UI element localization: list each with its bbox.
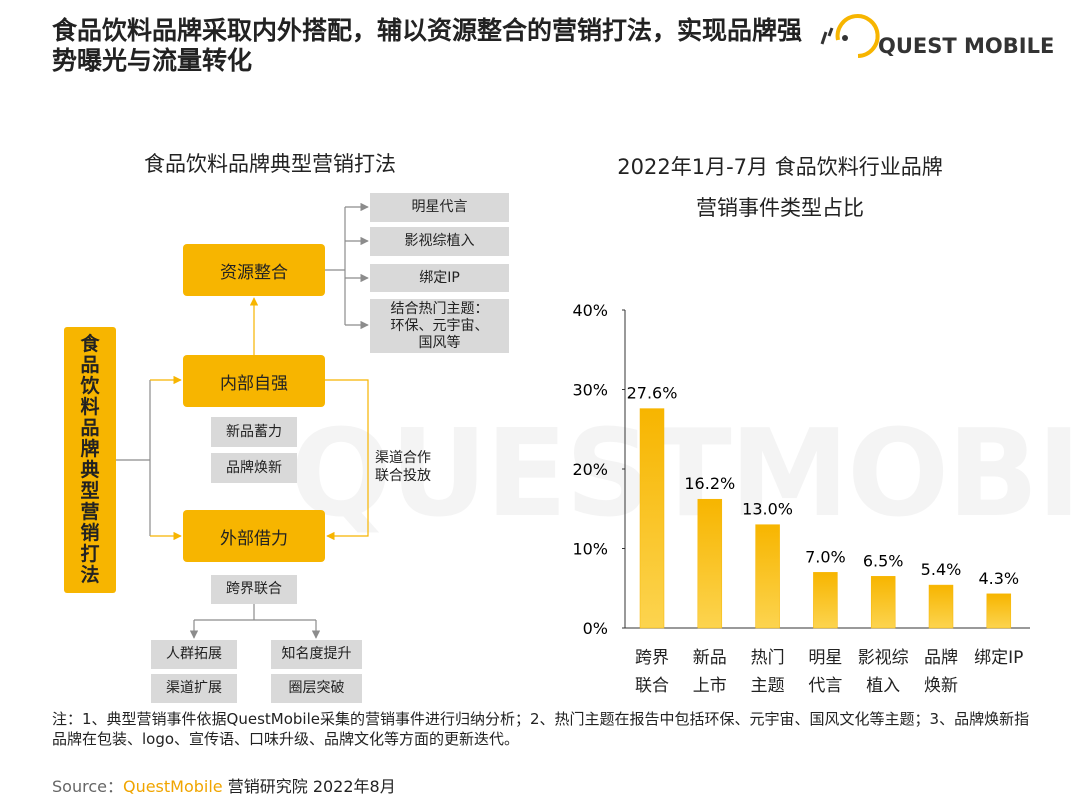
x-tick-label: 明星 代言	[808, 648, 843, 696]
source-prefix: Source：	[52, 777, 123, 796]
diagram-title: 食品饮料品牌典型营销打法	[144, 152, 396, 176]
external-box: 外部借力	[183, 510, 325, 562]
value-label: 5.4%	[921, 560, 962, 579]
value-label: 16.2%	[684, 474, 735, 493]
connectors	[116, 202, 369, 639]
logo-icon	[820, 14, 880, 58]
bar	[639, 408, 665, 629]
item-box: 结合热门主题： 环保、元宇宙、 国风等	[370, 299, 509, 353]
value-label: 13.0%	[742, 500, 793, 519]
outcome-box: 人群拓展	[151, 640, 237, 669]
side-note: 渠道合作 联合投放	[375, 450, 431, 484]
chart-title: 2022年1月-7月 食品饮料行业品牌 营销事件类型占比	[617, 155, 943, 220]
x-tick-label: 绑定IP	[974, 648, 1024, 668]
y-tick-label: 0%	[583, 619, 608, 638]
item-box: 明星代言	[370, 193, 509, 222]
logo-text: QUEST MOBILE	[878, 34, 1055, 58]
source-brand: QuestMobile	[122, 777, 223, 796]
internal-box: 内部自强	[183, 355, 325, 407]
root-box: 食品饮料品牌典型营销打法	[64, 327, 116, 593]
bar	[813, 572, 838, 629]
page-title: 食品饮料品牌采取内外搭配，辅以资源整合的营销打法，实现品牌强势曝光与流量转化	[52, 16, 803, 75]
item-box: 影视综植入	[370, 227, 509, 256]
source: Source：QuestMobile 营销研究院 2022年8月	[52, 773, 396, 797]
resource-box: 资源整合	[183, 244, 325, 296]
value-label: 7.0%	[805, 547, 846, 566]
bar	[870, 576, 896, 629]
x-tick-label: 品牌 焕新	[924, 648, 958, 696]
x-tick-label: 新品 上市	[692, 648, 727, 696]
source-suffix: 营销研究院 2022年8月	[222, 777, 396, 796]
x-tick-label: 热门 主题	[750, 648, 785, 696]
item-box: 绑定IP	[370, 264, 509, 292]
value-label: 6.5%	[863, 551, 904, 570]
outcome-box: 圈层突破	[271, 674, 362, 703]
item-box: 新品蓄力	[211, 417, 297, 447]
bar	[928, 584, 954, 629]
item-box: 品牌焕新	[211, 453, 297, 483]
y-tick-label: 10%	[572, 540, 608, 559]
outcome-box: 知名度提升	[271, 640, 362, 669]
outcome-box: 渠道扩展	[151, 674, 237, 703]
item-box: 跨界联合	[211, 575, 297, 604]
bar	[986, 593, 1012, 629]
x-tick-label: 跨界 联合	[635, 648, 669, 696]
bar	[697, 498, 723, 629]
y-tick-label: 40%	[572, 301, 608, 320]
value-label: 27.6%	[627, 384, 678, 403]
bar-chart: 0% 10% 20% 30% 40% 27.6% 16.2% 13.0% 7.0% 6.5% 5.4…	[572, 301, 1030, 638]
value-label: 4.3%	[978, 569, 1019, 588]
x-tick-label: 影视综 植入	[857, 648, 909, 696]
y-tick-label: 20%	[572, 460, 608, 479]
bar	[755, 524, 780, 629]
footnote: 注：1、典型营销事件依据QuestMobile采集的营销事件进行归纳分析；2、热…	[52, 710, 1030, 748]
y-tick-label: 30%	[572, 381, 608, 400]
